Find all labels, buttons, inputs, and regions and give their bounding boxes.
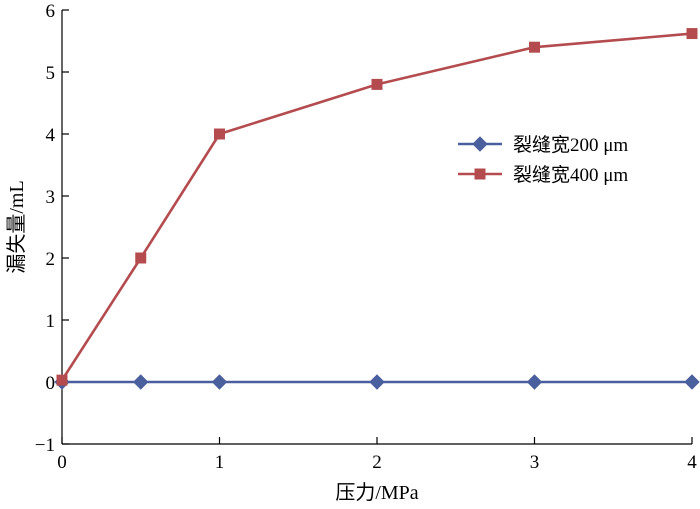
data-point-2-3 [214, 128, 225, 140]
data-point-2-1 [56, 374, 68, 386]
y-tick-label: 4 [46, 125, 56, 146]
series-layer [54, 28, 700, 390]
x-tick-label: 3 [530, 452, 540, 473]
x-tick-label: 1 [215, 452, 225, 473]
y-tick-label: 6 [46, 1, 56, 22]
legend-item-2: 裂缝宽400 μm [458, 164, 628, 186]
data-point-1-2 [133, 374, 149, 390]
legend-marker [474, 168, 486, 180]
y-axis-label: 漏失量/mL [5, 180, 28, 273]
y-ticks: −1 0 1 2 3 4 5 6 [35, 1, 69, 456]
data-point-1-6 [684, 374, 700, 390]
x-ticks: 0 1 2 3 4 [57, 437, 697, 473]
y-tick-label: 0 [46, 373, 56, 394]
data-point-2-6 [686, 28, 698, 40]
y-tick-label: 2 [46, 249, 56, 270]
series-2 [56, 28, 698, 386]
legend-item-1: 裂缝宽200 μm [458, 134, 628, 156]
y-tick-label: 5 [46, 63, 56, 84]
y-tick-label: 1 [46, 311, 56, 332]
legend-marker [472, 136, 488, 152]
data-point-2-5 [529, 41, 540, 53]
data-point-1-3 [211, 374, 228, 390]
x-axis-label: 压力/MPa [335, 481, 418, 504]
x-tick-label: 4 [687, 452, 697, 473]
x-tick-label: 0 [57, 452, 67, 473]
series-line-2 [60, 32, 693, 381]
legend: 裂缝宽200 μm 裂缝宽400 μm [458, 134, 628, 186]
data-point-1-5 [526, 374, 543, 390]
series-1 [54, 374, 700, 390]
legend-label: 裂缝宽200 μm [513, 134, 628, 156]
x-tick-label: 2 [372, 452, 382, 473]
y-tick-label: 3 [46, 187, 56, 208]
data-point-1-4 [369, 374, 385, 390]
y-tick-label: −1 [35, 435, 55, 456]
data-point-2-2 [135, 252, 147, 264]
data-point-2-4 [371, 78, 383, 90]
legend-label: 裂缝宽400 μm [513, 164, 628, 186]
